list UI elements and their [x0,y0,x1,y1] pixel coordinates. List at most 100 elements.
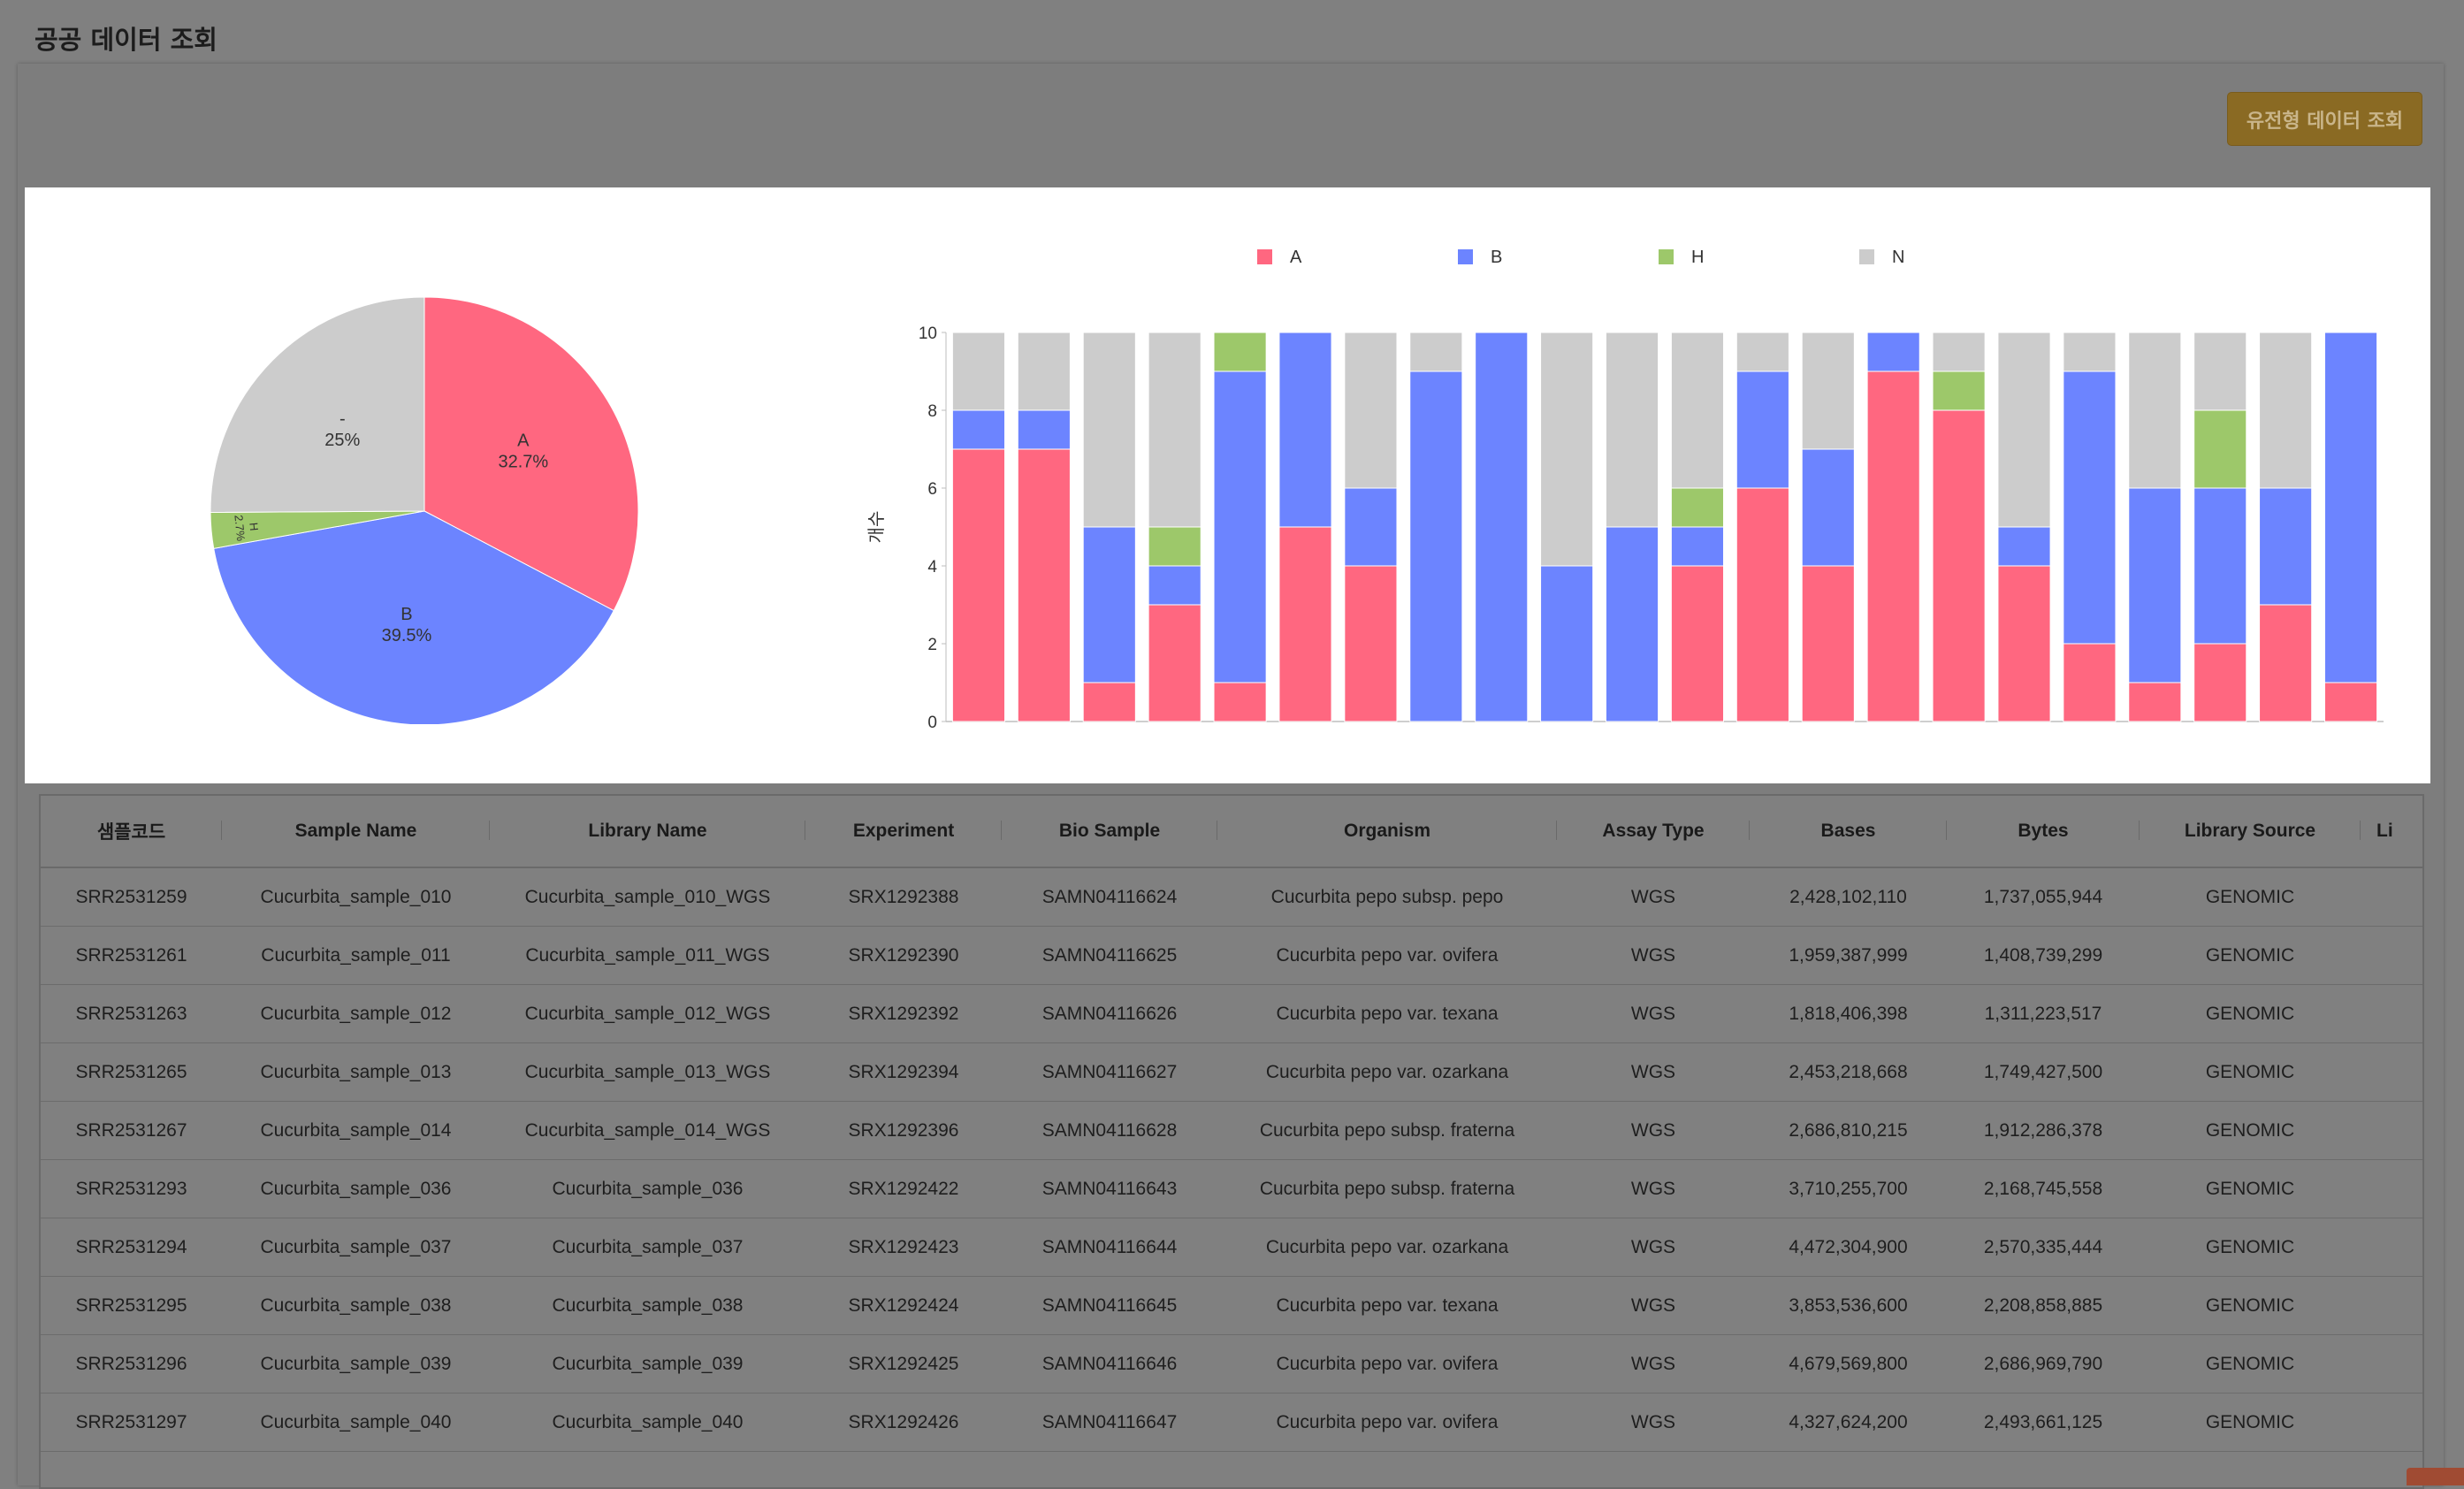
legend-label-B: B [1491,248,1502,267]
table-row[interactable]: SRR2531296 Cucurbita_sample_039 Cucurbita_… [41,1334,2422,1394]
pie-slice-percent: 32.7% [498,452,548,471]
bar-segment-B [1670,526,1725,567]
legend-label-A: A [1290,248,1302,267]
bar-segment-A [2323,682,2378,722]
bar-segment-B [1278,332,1332,528]
table-cell: SRR2531294 [41,1218,222,1277]
table-cell: Cucurbita_sample_014_WGS [490,1101,805,1160]
bar-segment-A [1213,682,1267,722]
bar-segment-B [1735,370,1789,489]
column-header[interactable]: Bytes [1947,796,2140,868]
column-header[interactable]: Li [2361,796,2422,868]
bar-segment-A [1148,604,1201,722]
table-row[interactable]: SRR2531294 Cucurbita_sample_037 Cucurbita_… [41,1218,2422,1277]
bar-segment-B [1997,526,2051,567]
genotype-data-button[interactable]: 유전형 데이터 조회 [2227,92,2422,146]
table-cell: SAMN04116626 [1002,984,1217,1043]
table-cell: SRR2531261 [41,926,222,985]
pie-slice-name: - [339,409,346,429]
table-cell: 1,959,387,999 [1750,926,1947,985]
bar-segment-A [1082,682,1136,722]
bar-segment-B [2193,487,2247,645]
bar-segment-A [2259,604,2313,722]
table-cell: WGS [1557,867,1750,927]
table-cell: Cucurbita pepo var. texana [1217,984,1557,1043]
bar-segment-N [2259,332,2313,489]
table-cell [2361,1159,2422,1218]
table-row[interactable]: SRR2531297 Cucurbita_sample_040 Cucurbita_… [41,1393,2422,1452]
table-cell: Cucurbita_sample_038 [222,1276,490,1335]
table-cell: Cucurbita_sample_013_WGS [490,1042,805,1102]
bar-segment-N [1932,332,1986,372]
column-header[interactable]: Library Source [2140,796,2361,868]
column-header[interactable]: Bases [1750,796,1947,868]
table-cell: SRR2531296 [41,1334,222,1394]
column-header[interactable]: Bio Sample [1002,796,1217,868]
table-cell: SAMN04116643 [1002,1159,1217,1218]
pie-slice-percent: 2.7% [232,515,248,542]
table-row[interactable]: SRR2531261 Cucurbita_sample_011 Cucurbita_… [41,926,2422,985]
bar-segment-N [1997,332,2051,528]
table-row[interactable]: SRR2531263 Cucurbita_sample_012 Cucurbita_… [41,984,2422,1043]
table-cell: WGS [1557,1042,1750,1102]
table-cell: Cucurbita_sample_011_WGS [490,926,805,985]
bar-segment-H [1213,332,1267,372]
table-cell: 2,570,335,444 [1947,1218,2140,1277]
column-header[interactable]: Experiment [805,796,1002,868]
y-axis-label: 개수 [866,511,887,544]
column-header[interactable]: Organism [1217,796,1557,868]
table-cell: SRX1292394 [805,1042,1002,1102]
table-cell [2361,1276,2422,1335]
table-cell: Cucurbita pepo var. texana [1217,1276,1557,1335]
table-cell: WGS [1557,1276,1750,1335]
column-header[interactable]: 샘플코드 [41,796,222,868]
table-cell: WGS [1557,984,1750,1043]
table-cell: 1,737,055,944 [1947,867,2140,927]
table-cell: SRX1292422 [805,1159,1002,1218]
table-row[interactable]: SRR2531293 Cucurbita_sample_036 Cucurbita_… [41,1159,2422,1218]
table-cell: Cucurbita_sample_012_WGS [490,984,805,1043]
stacked-bar-chart: 0 2 4 6 8 10 개수 A B H N [866,248,2384,732]
pie-slice-name: B [400,605,412,624]
table-cell: SRR2531293 [41,1159,222,1218]
table-cell: 2,453,218,668 [1750,1042,1947,1102]
scroll-to-top-button[interactable] [2407,1468,2464,1485]
bar-segment-N [951,332,1006,411]
table-cell: SRR2531259 [41,867,222,927]
table-cell: SRX1292396 [805,1101,1002,1160]
table-cell [2361,926,2422,985]
table-cell: SRX1292390 [805,926,1002,985]
table-cell: GENOMIC [2140,1101,2361,1160]
bar-segment-B [2063,370,2117,645]
table-cell: 3,710,255,700 [1750,1159,1947,1218]
table-cell: SRX1292426 [805,1393,1002,1452]
bar-segment-A [1017,448,1071,722]
table-cell [2361,1334,2422,1394]
table-cell: Cucurbita_sample_012 [222,984,490,1043]
y-tick-label: 2 [927,636,937,654]
page-title: 공공 데이터 조회 [34,25,217,55]
table-cell: SAMN04116644 [1002,1218,1217,1277]
bar-segment-A [2063,643,2117,722]
column-header[interactable]: Library Name [490,796,805,868]
bar-segment-B [1017,409,1071,450]
bar-segment-B [1082,526,1136,683]
table-cell: Cucurbita_sample_037 [222,1218,490,1277]
table-cell: SRR2531295 [41,1276,222,1335]
bar-segment-A [1866,370,1920,722]
table-cell: 3,853,536,600 [1750,1276,1947,1335]
table-cell [2361,1393,2422,1452]
table-row[interactable]: SRR2531267 Cucurbita_sample_014 Cucurbita_… [41,1101,2422,1160]
table-row[interactable]: SRR2531259 Cucurbita_sample_010 Cucurbita_… [41,867,2422,927]
table-cell: Cucurbita pepo var. ozarkana [1217,1218,1557,1277]
table-cell: SRX1292392 [805,984,1002,1043]
table-cell: Cucurbita pepo subsp. fraterna [1217,1159,1557,1218]
y-tick-label: 8 [927,402,937,421]
column-header[interactable]: Sample Name [222,796,490,868]
table-row[interactable]: SRR2531265 Cucurbita_sample_013 Cucurbita_… [41,1042,2422,1102]
column-header[interactable]: Assay Type [1557,796,1750,868]
bar-segment-B [1344,487,1398,567]
table-cell: 2,493,661,125 [1947,1393,2140,1452]
bar-segment-H [1148,526,1201,567]
table-row[interactable]: SRR2531295 Cucurbita_sample_038 Cucurbita_… [41,1276,2422,1335]
